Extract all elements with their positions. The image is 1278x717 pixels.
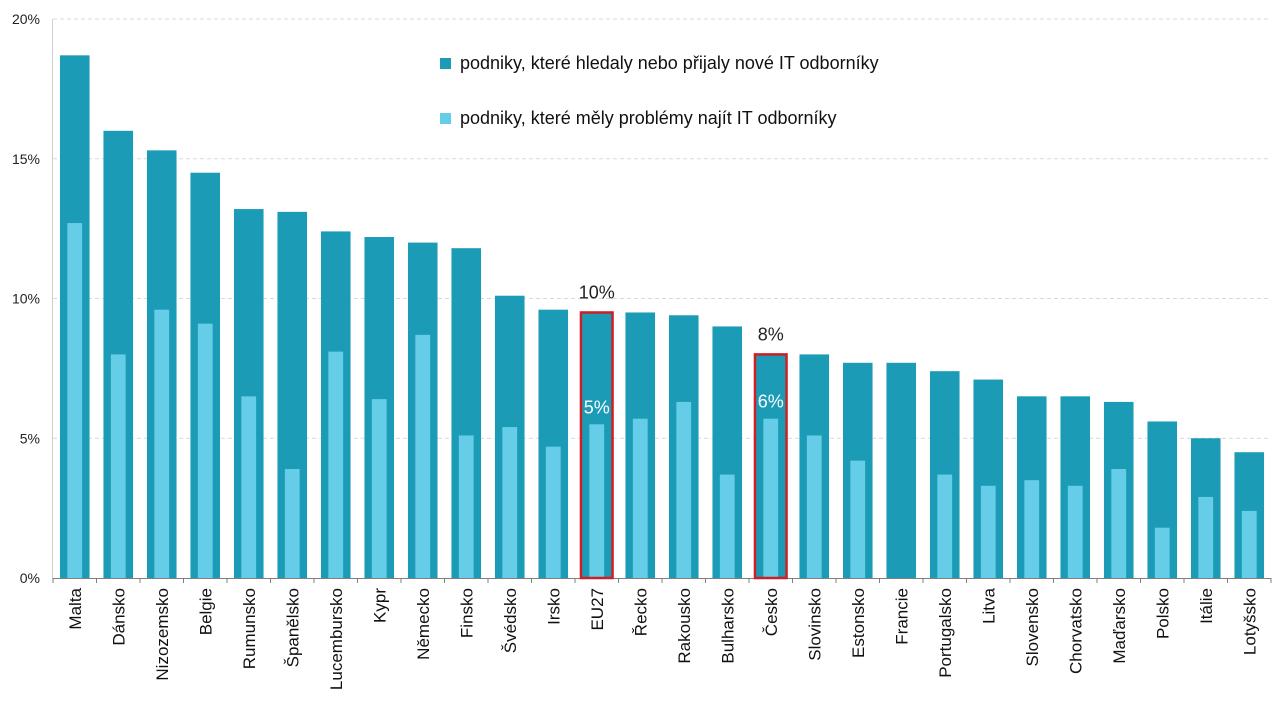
bar-problemy: [328, 351, 344, 578]
x-tick-label: Německo: [414, 588, 433, 660]
x-tick-label: Irsko: [544, 588, 563, 625]
x-tick-label: Belgie: [196, 588, 215, 635]
x-tick-label: Malta: [66, 587, 85, 629]
x-tick-label: Česko: [762, 588, 781, 636]
x-tick-label: Nizozemsko: [153, 588, 172, 681]
bar-problemy: [632, 418, 648, 578]
bar-problemy: [154, 309, 170, 578]
x-tick-label: Kypr: [370, 588, 389, 623]
bar-problemy: [937, 474, 953, 578]
highlights: 10% 5% 8% 6%: [579, 282, 788, 580]
x-tick-label: Litva: [979, 587, 998, 623]
highlight-box: [579, 311, 614, 580]
y-tick-label: 10%: [12, 291, 40, 307]
highlight-box: [753, 353, 788, 580]
x-tick-label: Estonsko: [849, 588, 868, 658]
x-tick-label: Dánsko: [109, 588, 128, 646]
y-tick-label: 5%: [20, 430, 40, 446]
x-tick-label: Slovinsko: [805, 588, 824, 661]
x-tick-label: Bulharsko: [718, 588, 737, 664]
x-tick-label: Slovensko: [1023, 588, 1042, 666]
bar-problemy: [502, 427, 518, 578]
data-label-problems: 5%: [584, 397, 610, 417]
bar-problemy: [197, 323, 213, 578]
y-tick-label: 0%: [20, 570, 40, 586]
bar-problemy: [850, 460, 866, 578]
legend-swatch: [440, 113, 451, 124]
bar-problemy: [719, 474, 735, 578]
x-tick-label: Řecko: [631, 588, 650, 636]
x-tick-label: EU27: [588, 588, 607, 631]
x-tick-label: Španělsko: [283, 588, 302, 667]
bar-problemy: [589, 424, 605, 578]
x-tick-label: Maďarsko: [1110, 588, 1129, 664]
bar-problemy: [67, 223, 83, 578]
bar-problemy: [1154, 527, 1170, 578]
x-tick-label: Chorvatsko: [1066, 588, 1085, 674]
data-label-total: 8%: [758, 324, 784, 344]
x-tick-label: Rumunsko: [240, 588, 259, 669]
bar-problemy: [980, 485, 996, 578]
x-tick-label: Polsko: [1153, 588, 1172, 639]
x-tick-label: Lotyšsko: [1240, 588, 1259, 655]
x-tick-label: Rakousko: [675, 588, 694, 664]
bar-problemy: [1067, 485, 1083, 578]
y-tick-label: 15%: [12, 151, 40, 167]
bar-problemy: [545, 446, 561, 578]
bar-problemy: [371, 399, 387, 578]
x-tick-label: Finsko: [457, 588, 476, 638]
x-axis: Malta Dánsko Nizozemsko Belgie Rumunsko Španě…: [52, 19, 1272, 690]
bar-problemy: [1111, 468, 1127, 578]
bar-problemy: [110, 354, 126, 578]
legend-label: podniky, které měly problémy najít IT od…: [460, 108, 837, 128]
bar-problemy: [676, 401, 692, 578]
data-label-total: 10%: [579, 282, 615, 302]
bar-problemy: [1241, 510, 1257, 578]
y-tick-label: 20%: [12, 11, 40, 27]
bar-problemy: [1024, 480, 1040, 578]
x-tick-label: Itálie: [1197, 588, 1216, 624]
bars: [59, 55, 1265, 579]
bar-problemy: [241, 396, 257, 578]
bar-problemy: [1198, 496, 1214, 578]
bar-problemy: [763, 418, 779, 578]
x-tick-label: Portugalsko: [936, 588, 955, 678]
x-tick-label: Lucembursko: [327, 588, 346, 690]
legend: podniky, které hledaly nebo přijaly nové…: [440, 53, 879, 128]
bar-problemy: [458, 435, 474, 578]
bar-problemy: [806, 435, 822, 578]
legend-swatch: [440, 58, 451, 69]
bar-problemy: [415, 334, 431, 578]
bar-problemy: [284, 468, 300, 578]
legend-label: podniky, které hledaly nebo přijaly nové…: [460, 53, 879, 73]
x-tick-label: Švédsko: [501, 588, 520, 653]
data-label-problems: 6%: [758, 392, 784, 412]
x-tick-label: Francie: [892, 588, 911, 645]
y-axis-ticks: 0% 5% 10% 15% 20%: [12, 11, 40, 586]
bar-hledaly: [886, 362, 917, 578]
